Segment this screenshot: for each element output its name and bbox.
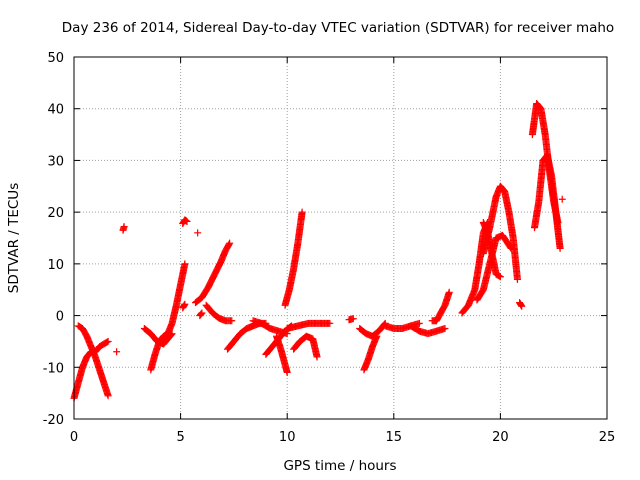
data-point-marker bbox=[181, 260, 189, 268]
data-point-marker bbox=[181, 300, 189, 308]
series-arc11 bbox=[196, 309, 206, 320]
series-arc30 bbox=[516, 299, 526, 310]
data-point-marker bbox=[198, 309, 206, 317]
data-point-marker bbox=[349, 315, 357, 323]
data-point-marker bbox=[499, 186, 507, 194]
series-arc1 bbox=[70, 337, 112, 402]
data-point-marker bbox=[283, 368, 291, 376]
y-tick-label: 40 bbox=[47, 103, 64, 118]
y-axis-label: SDTVAR / TECUs bbox=[6, 183, 22, 293]
data-point-marker bbox=[313, 353, 321, 361]
y-tick-label: 30 bbox=[47, 154, 64, 169]
y-tick-label: -10 bbox=[43, 361, 64, 376]
x-axis-label: GPS time / hours bbox=[283, 458, 396, 474]
data-point-marker bbox=[228, 317, 236, 325]
x-tick-label: 15 bbox=[386, 430, 403, 445]
y-tick-label: 20 bbox=[47, 206, 64, 221]
x-tick-label: 5 bbox=[176, 430, 184, 445]
y-tick-label: 0 bbox=[56, 310, 64, 325]
chart-title: Day 236 of 2014, Sidereal Day-to-day VTE… bbox=[62, 20, 614, 36]
series-arc9 bbox=[194, 229, 202, 237]
series-arc16 bbox=[273, 332, 291, 376]
series-arc21 bbox=[360, 332, 381, 374]
y-tick-label: 10 bbox=[47, 258, 64, 273]
data-point-marker bbox=[298, 208, 306, 216]
data-point-marker bbox=[445, 288, 453, 296]
data-point-marker bbox=[225, 240, 233, 248]
data-point-marker bbox=[104, 392, 112, 400]
series-arc12 bbox=[202, 301, 236, 325]
data-point-marker bbox=[535, 103, 543, 111]
data-point-marker bbox=[197, 310, 205, 318]
data-point-marker bbox=[168, 330, 176, 338]
series-arc5 bbox=[147, 260, 189, 374]
series-arc33 bbox=[558, 195, 566, 203]
series-arc2 bbox=[74, 322, 112, 400]
x-tick-label: 0 bbox=[70, 430, 78, 445]
series-arc19 bbox=[290, 332, 321, 361]
series-arc25 bbox=[428, 288, 453, 325]
y-tick-label: 50 bbox=[47, 51, 64, 66]
data-point-marker bbox=[518, 302, 526, 310]
data-point-marker bbox=[556, 244, 564, 252]
series-arc32 bbox=[531, 151, 564, 252]
data-point-marker bbox=[495, 272, 503, 280]
series-arc18 bbox=[283, 319, 334, 332]
data-point-marker bbox=[167, 331, 175, 339]
x-tick-label: 10 bbox=[279, 430, 296, 445]
data-point-marker bbox=[513, 275, 521, 283]
series-arc8 bbox=[179, 300, 189, 312]
data-point-marker bbox=[104, 337, 112, 345]
data-point-marker bbox=[183, 217, 191, 225]
series-arc3 bbox=[119, 223, 128, 234]
x-tick-label: 25 bbox=[599, 430, 616, 445]
data-point-marker bbox=[326, 319, 334, 327]
data-point-marker bbox=[103, 338, 111, 346]
series-arc17 bbox=[281, 208, 306, 309]
data-points bbox=[70, 100, 566, 402]
data-point-marker bbox=[113, 348, 121, 356]
series-arc24 bbox=[407, 322, 449, 338]
y-tick-label: -20 bbox=[43, 413, 64, 428]
data-point-marker bbox=[558, 195, 566, 203]
data-point-marker bbox=[120, 223, 128, 231]
data-point-marker bbox=[226, 239, 234, 247]
data-point-marker bbox=[196, 311, 204, 319]
axis-ticks: 0 5 10 15 20 25 -20 -10 0 10 20 30 40 50 bbox=[43, 51, 616, 445]
series-arc10 bbox=[192, 239, 234, 307]
series-arc22 bbox=[356, 319, 389, 340]
series-arc4 bbox=[113, 348, 121, 356]
data-point-marker bbox=[441, 325, 449, 332]
x-tick-label: 20 bbox=[492, 430, 509, 445]
series-arc6 bbox=[140, 325, 176, 348]
series-arc29 bbox=[479, 218, 504, 281]
data-point-marker bbox=[194, 229, 202, 237]
data-point-marker bbox=[167, 331, 175, 339]
series-arc13 bbox=[224, 319, 270, 353]
series-arc7 bbox=[179, 216, 191, 228]
series-arc20 bbox=[345, 315, 357, 324]
data-point-marker bbox=[496, 273, 504, 281]
data-point-marker bbox=[415, 319, 423, 327]
plot-frame bbox=[73, 56, 608, 420]
